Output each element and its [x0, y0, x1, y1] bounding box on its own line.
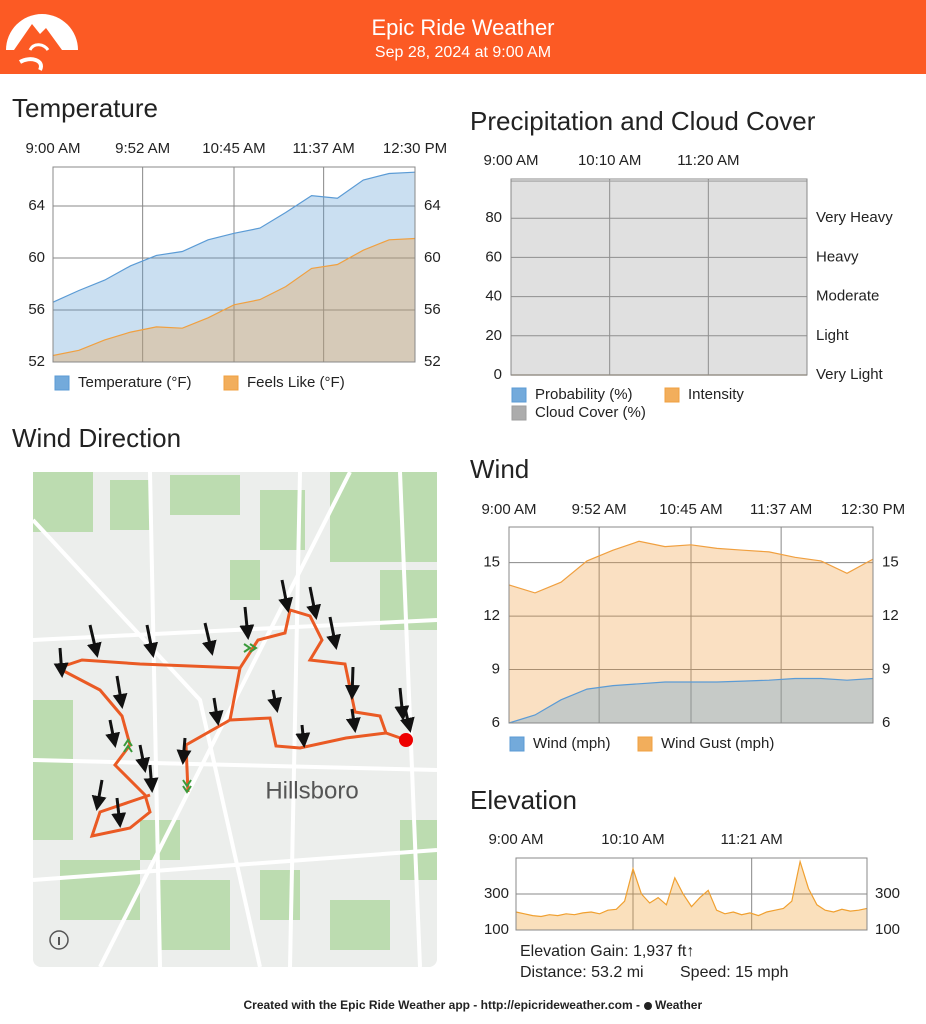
x-tick-label: 11:21 AM	[721, 831, 783, 848]
header-bar	[0, 0, 926, 74]
x-tick-label: 11:37 AM	[750, 501, 812, 518]
y2-tick-label: 56	[424, 301, 441, 318]
chart-title: Elevation	[470, 785, 577, 815]
map	[31, 471, 438, 968]
plot-area	[511, 179, 807, 375]
legend-swatch	[509, 736, 525, 752]
y2-tick-label: 15	[882, 554, 899, 571]
y-tick-label: 40	[485, 288, 502, 305]
x-tick-label: 12:30 PM	[841, 501, 905, 518]
y2-tick-label: 9	[882, 661, 890, 678]
series-line	[52, 171, 416, 303]
y2-tick-label: 6	[882, 714, 890, 731]
legend-swatch	[511, 387, 527, 403]
legend-swatch	[54, 375, 70, 391]
y-tick-label: 80	[485, 209, 502, 226]
logo	[6, 14, 78, 71]
series-line	[515, 859, 868, 918]
area-fill	[511, 181, 807, 375]
y-tick-label: 0	[494, 366, 502, 383]
legend-label: Feels Like (°F)	[247, 374, 345, 391]
x-tick-label: 9:00 AM	[483, 152, 538, 169]
y2-tick-label: 60	[424, 249, 441, 266]
y-tick-label: 64	[28, 197, 45, 214]
chart-title: Wind	[470, 454, 529, 484]
y2-tick-label: 300	[875, 885, 900, 902]
legend-swatch	[223, 375, 239, 391]
plot-border	[515, 857, 868, 931]
map-title: Wind Direction	[12, 423, 181, 453]
legend-label: Probability (%)	[535, 386, 633, 403]
y-tick-label: 9	[492, 661, 500, 678]
area-fill	[516, 861, 867, 930]
x-tick-label: 9:52 AM	[572, 501, 627, 518]
y2-tick-label: 100	[875, 921, 900, 938]
area-fill	[509, 541, 873, 723]
y2-tick-label: Very Heavy	[816, 209, 893, 226]
y-tick-label: 15	[483, 554, 500, 571]
x-tick-label: 12:30 PM	[383, 140, 447, 157]
legend-label: Intensity	[688, 386, 744, 403]
header-subtitle: Sep 28, 2024 at 9:00 AM	[375, 44, 551, 61]
plot-border	[510, 178, 808, 376]
y2-tick-label: Very Light	[816, 366, 884, 383]
x-tick-label: 9:00 AM	[481, 501, 536, 518]
map-label: Hillsboro	[265, 777, 358, 804]
area-fill	[53, 172, 415, 362]
legend-label: Wind Gust (mph)	[661, 735, 774, 752]
y-tick-label: 52	[28, 353, 45, 370]
distance: Distance: 53.2 mi	[520, 964, 644, 981]
elevation-gain: Elevation Gain: 1,937 ft↑	[520, 943, 694, 960]
x-tick-label: 11:37 AM	[293, 140, 355, 157]
y-tick-label: 56	[28, 301, 45, 318]
series-line	[508, 677, 874, 724]
y-tick-label: 6	[492, 714, 500, 731]
y-tick-label: 100	[484, 921, 509, 938]
area-fill	[53, 238, 415, 362]
y-tick-label: 60	[485, 248, 502, 265]
x-tick-label: 11:20 AM	[677, 152, 739, 169]
y-tick-label: 300	[484, 885, 509, 902]
legend-swatch	[511, 405, 527, 421]
chart-title: Precipitation and Cloud Cover	[470, 106, 816, 136]
y2-tick-label: Moderate	[816, 288, 879, 305]
legend-swatch	[637, 736, 653, 752]
y-tick-label: 20	[485, 327, 502, 344]
legend-label: Cloud Cover (%)	[535, 404, 646, 421]
series-line	[52, 237, 416, 357]
y2-tick-label: Light	[816, 327, 849, 344]
header-title: Epic Ride Weather	[371, 15, 554, 40]
footer-brand: Weather	[655, 998, 702, 1012]
x-tick-label: 9:00 AM	[488, 831, 543, 848]
chart-title: Temperature	[12, 93, 158, 123]
x-tick-label: 9:00 AM	[25, 140, 80, 157]
x-tick-label: 9:52 AM	[115, 140, 170, 157]
legend-swatch	[664, 387, 680, 403]
speed: Speed: 15 mph	[680, 964, 789, 981]
x-tick-label: 10:10 AM	[601, 831, 664, 848]
y2-tick-label: Heavy	[816, 248, 859, 265]
y2-tick-label: 64	[424, 197, 441, 214]
area-fill	[509, 678, 873, 723]
footer-text: Created with the Epic Ride Weather app -…	[243, 998, 640, 1012]
plot-border	[508, 526, 874, 724]
y2-tick-label: 12	[882, 607, 899, 624]
x-tick-label: 10:45 AM	[202, 140, 265, 157]
plot-border	[52, 166, 416, 363]
y-tick-label: 12	[483, 607, 500, 624]
y-tick-label: 60	[28, 249, 45, 266]
series-line	[508, 540, 874, 594]
x-tick-label: 10:10 AM	[578, 152, 641, 169]
legend-label: Wind (mph)	[533, 735, 611, 752]
y2-tick-label: 52	[424, 353, 441, 370]
x-tick-label: 10:45 AM	[659, 501, 722, 518]
legend-label: Temperature (°F)	[78, 374, 192, 391]
apple-icon	[644, 1002, 652, 1010]
